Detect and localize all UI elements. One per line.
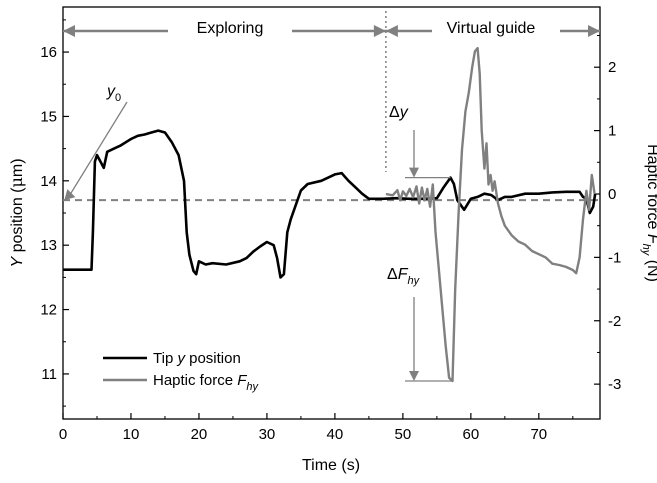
legend-tip-italic: y (176, 350, 186, 367)
y-tick-label: 16 (40, 44, 57, 61)
y2-tick-label: 2 (608, 59, 616, 76)
delta-y-label: Δy (389, 104, 409, 121)
y0-label-var: y (106, 83, 116, 100)
annotations (64, 101, 453, 382)
legend-force-subscript: hy (246, 381, 259, 393)
x-axis-title: Time (s) (302, 457, 360, 474)
x-tick-label: 40 (327, 426, 344, 443)
legend-force-text: Haptic force (153, 372, 237, 389)
y-tick-label: 12 (40, 302, 57, 319)
delta-f-arrow-head (409, 370, 419, 381)
y2-tick-label: -2 (608, 313, 621, 330)
y2-tick-label: 1 (608, 123, 616, 140)
legend-tip-text: Tip (153, 350, 177, 367)
legend-force-italic: F (237, 372, 247, 389)
x-tick-label: 0 (59, 426, 67, 443)
exploring-arrow-left-head (63, 25, 75, 37)
delta-f-symbol: Δ (387, 266, 398, 283)
y2-axis-title-text: Haptic force (644, 144, 657, 234)
phase-bar (63, 25, 600, 37)
delta-y-var: y (399, 104, 409, 121)
y2-axis-title-subscript: hy (640, 244, 652, 257)
legend-label-force: Haptic force Fhy (153, 372, 259, 393)
y0-label-subscript: 0 (115, 92, 121, 104)
legend-label-tip: Tip y position (153, 350, 241, 367)
y2-axis-title-unit: (N) (644, 255, 657, 282)
delta-y-arrow-head (409, 167, 419, 178)
y0-arrow-line (69, 101, 128, 195)
y2-axis-title-symbol: F (644, 234, 657, 245)
y-axis-title-text: position ( (9, 187, 26, 257)
x-tick-label: 50 (395, 426, 412, 443)
x-tick-label: 30 (259, 426, 276, 443)
legend: Tip y position Haptic force Fhy (103, 350, 259, 393)
delta-f-subscript: hy (407, 275, 420, 287)
y2-tick-label: -1 (608, 249, 621, 266)
y-tick-label: 14 (40, 173, 57, 190)
y-axis-title-unit: m) (9, 158, 26, 177)
exploring-arrow-right-head (373, 25, 386, 37)
phase-label-exploring: Exploring (197, 20, 264, 37)
y-axis-title-mu: μ (7, 177, 26, 187)
y-tick-label: 13 (40, 237, 57, 254)
y0-arrow-head (64, 189, 76, 201)
y-tick-label: 11 (41, 366, 57, 383)
y-axis-title: Y position (μm) (7, 158, 26, 267)
y-axis-title-var: Y (9, 256, 26, 268)
virtual-guide-arrow-left-head (385, 25, 398, 37)
phase-label-virtual-guide: Virtual guide (447, 20, 536, 37)
y0-label: y0 (106, 83, 121, 104)
x-tick-label: 70 (530, 426, 547, 443)
series-tip-y-position (63, 129, 597, 279)
virtual-guide-arrow-right-head (588, 25, 600, 37)
series-layer (63, 47, 597, 383)
y2-axis-title: Haptic force Fhy (N) (640, 144, 657, 282)
delta-f-label: ΔFhy (387, 266, 421, 287)
x-tick-label: 10 (123, 426, 140, 443)
guide-lines (63, 11, 600, 202)
series-haptic-force (385, 47, 596, 383)
x-tick-label: 20 (191, 426, 208, 443)
legend-tip-rest: position (185, 350, 241, 367)
delta-f-var: F (398, 266, 409, 283)
x-tick-label: 60 (463, 426, 480, 443)
y2-tick-label: -3 (608, 376, 621, 393)
y2-tick-label: 0 (608, 186, 616, 203)
delta-y-symbol: Δ (389, 104, 400, 121)
y-tick-label: 15 (40, 108, 57, 125)
